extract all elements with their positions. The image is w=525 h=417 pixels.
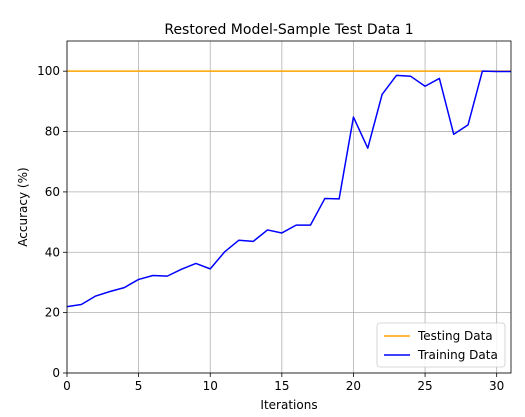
x-tick-label: 15 <box>274 379 289 393</box>
x-tick-label: 10 <box>203 379 218 393</box>
y-tick-label: 100 <box>37 64 60 78</box>
legend: Testing Data Training Data <box>376 322 506 368</box>
y-tick-label: 20 <box>45 306 60 320</box>
legend-label: Testing Data <box>417 329 493 343</box>
axes: 0 5 10 15 20 25 30 0 20 40 60 80 100 <box>37 64 504 393</box>
series-layer <box>67 70 511 308</box>
y-tick-label: 60 <box>45 185 60 199</box>
x-tick-label: 0 <box>63 379 71 393</box>
chart-title: Restored Model-Sample Test Data 1 <box>164 22 413 38</box>
series-line-training-data <box>67 70 511 308</box>
x-axis-label: Iterations <box>260 398 317 412</box>
y-tick-label: 0 <box>52 366 60 380</box>
plot-frame <box>66 40 512 374</box>
y-tick-label: 40 <box>45 245 60 259</box>
x-tick-label: 25 <box>417 379 432 393</box>
legend-box <box>376 322 506 368</box>
x-tick-label: 5 <box>135 379 143 393</box>
x-tick-label: 20 <box>346 379 361 393</box>
y-tick-label: 80 <box>45 125 60 139</box>
legend-label: Training Data <box>417 348 498 362</box>
x-tick-label: 30 <box>489 379 504 393</box>
y-axis-label: Accuracy (%) <box>16 167 30 246</box>
